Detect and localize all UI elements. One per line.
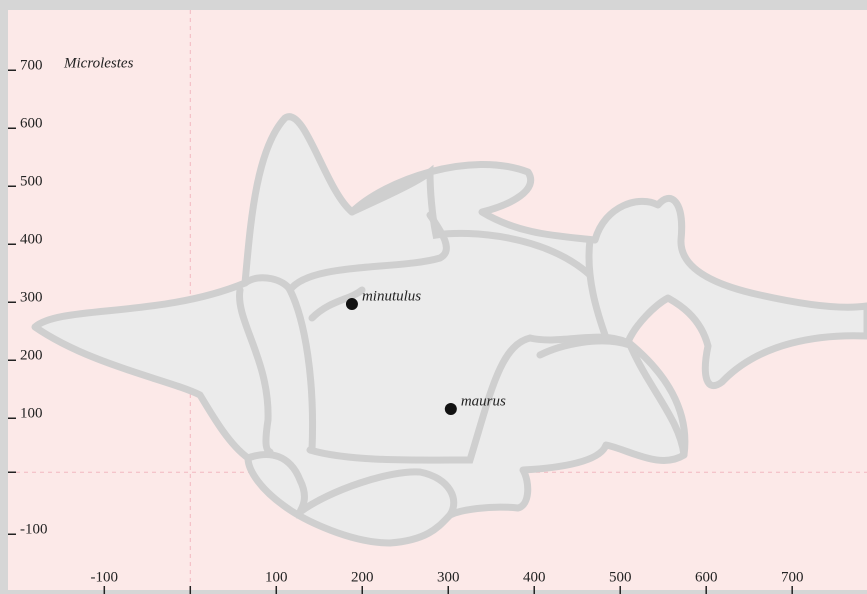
- point: [445, 403, 457, 415]
- x-tick-label: 100: [265, 569, 288, 585]
- point: [346, 298, 358, 310]
- y-tick-label: 400: [20, 232, 43, 248]
- y-tick-label: 100: [20, 406, 43, 422]
- x-tick-label: 600: [695, 569, 718, 585]
- x-tick-label: 500: [609, 569, 632, 585]
- point-label: minutulus: [362, 288, 421, 304]
- x-tick-label: 700: [781, 569, 804, 585]
- x-tick-label: 300: [437, 569, 460, 585]
- y-tick-label: 300: [20, 290, 43, 306]
- x-tick-label: 200: [351, 569, 374, 585]
- y-tick-label: -100: [20, 522, 48, 538]
- x-tick-label: -100: [91, 569, 119, 585]
- y-tick-label: 500: [20, 174, 43, 190]
- point-label: maurus: [461, 393, 506, 409]
- y-tick-label: 600: [20, 116, 43, 132]
- x-tick-label: 400: [523, 569, 546, 585]
- chart-title: Microlestes: [63, 55, 134, 71]
- chart: Microlestes -100 100 200 300 400 500 600 700 -10…: [0, 0, 867, 594]
- y-tick-label: 200: [20, 348, 43, 364]
- y-tick-label: 700: [20, 58, 43, 74]
